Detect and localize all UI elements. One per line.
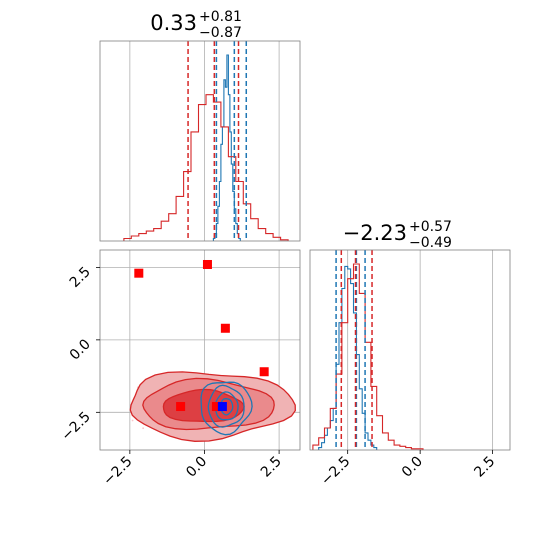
panel-frame bbox=[99, 40, 301, 242]
marginal-plot-area bbox=[312, 250, 424, 450]
blue-contour-outer bbox=[200, 381, 253, 436]
marker-point bbox=[259, 367, 269, 377]
marker-point bbox=[211, 402, 221, 412]
marker-point bbox=[202, 259, 212, 269]
x-tick-label: 0.0 bbox=[183, 454, 210, 481]
x-tick-label: −2.5 bbox=[100, 454, 135, 489]
histogram-series-1 bbox=[318, 265, 378, 450]
title-param2: −2.23 +0.57−0.49 bbox=[343, 219, 452, 251]
y-tick-label: 0.0 bbox=[67, 336, 94, 363]
x-tick-label: 0.0 bbox=[399, 454, 426, 481]
blue-contour-mid bbox=[207, 384, 245, 428]
panel-frame bbox=[99, 249, 301, 451]
sample-point bbox=[142, 427, 145, 430]
joint-panel: −2.5 0.0 2.5 −2.5 0.0 2.5 bbox=[58, 249, 301, 489]
title-plus: +0.81 bbox=[199, 9, 242, 25]
marginal-panel-param1 bbox=[99, 40, 301, 242]
marker-point bbox=[134, 268, 144, 278]
histogram-series-2 bbox=[312, 263, 424, 450]
title-value: 0.33 bbox=[150, 11, 197, 35]
y-tick-label: 2.5 bbox=[67, 264, 94, 291]
histogram-series-1 bbox=[212, 54, 241, 241]
title-minus: −0.49 bbox=[409, 235, 452, 251]
title-value: −2.23 bbox=[343, 221, 407, 245]
x-tick-label: 2.5 bbox=[471, 454, 498, 481]
title-plus: +0.57 bbox=[409, 219, 452, 235]
x-tick-label: −2.5 bbox=[318, 454, 353, 489]
sample-point bbox=[131, 419, 134, 422]
marginal-panel-param2: −2.5 0.0 2.5 bbox=[309, 249, 511, 489]
marker-point bbox=[217, 402, 227, 412]
y-tick-label: −2.5 bbox=[58, 409, 93, 444]
histogram-series-2 bbox=[123, 94, 289, 241]
marginal-plot-area bbox=[123, 41, 289, 241]
title-minus: −0.87 bbox=[199, 25, 242, 41]
panel-frame bbox=[309, 249, 511, 451]
marker-point bbox=[220, 323, 230, 333]
x-tick-label: 2.5 bbox=[258, 454, 285, 481]
marker-point bbox=[176, 402, 186, 412]
joint-plot-area bbox=[129, 259, 296, 442]
title-param1: 0.33 +0.81−0.87 bbox=[150, 9, 242, 41]
